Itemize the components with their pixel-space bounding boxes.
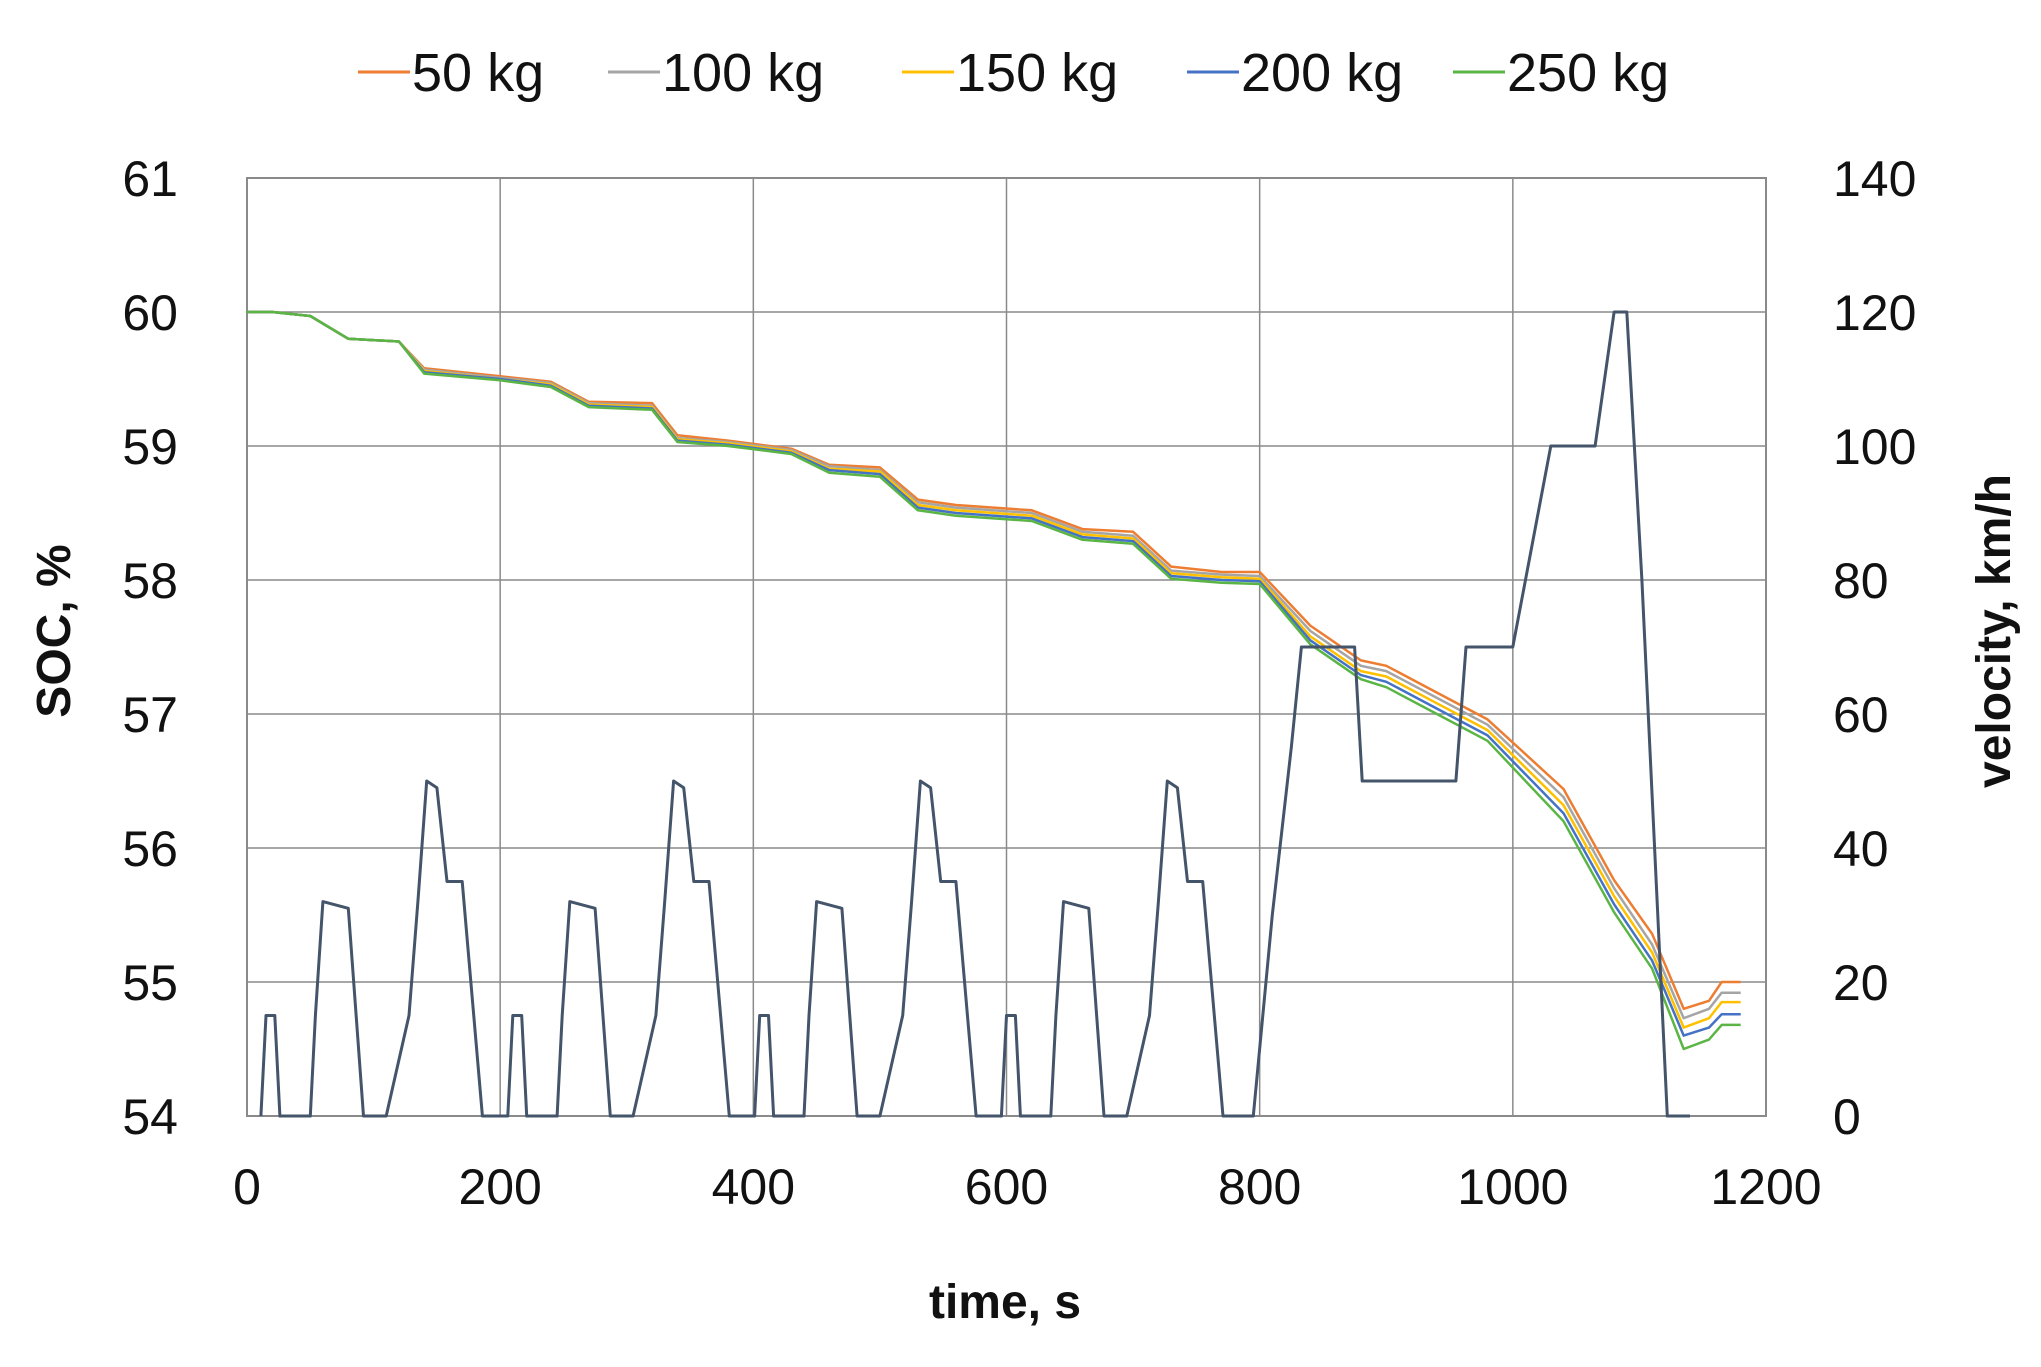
series-line-250-kg [247,310,1741,1051]
x-axis-ticks: 0 200 400 600 800 1000 1200 [233,1159,1822,1215]
y2-tick-label: 120 [1833,285,1916,341]
legend-label: 50 kg [412,43,544,103]
x-tick-label: 1000 [1457,1159,1568,1215]
y-tick-label: 60 [122,285,178,341]
y-tick-label: 59 [122,419,178,475]
y-tick-label: 54 [122,1089,178,1145]
y2-tick-label: 80 [1833,553,1889,609]
y-tick-label: 56 [122,821,178,877]
y2-tick-label: 40 [1833,821,1889,877]
y2-tick-label: 60 [1833,687,1889,743]
y-tick-label: 58 [122,553,178,609]
legend: 50 kg 100 kg 150 kg 200 kg 250 kg [358,43,1669,103]
legend-label: 250 kg [1507,43,1669,103]
series-line-50-kg [247,310,1741,1011]
y2-axis-ticks: 0 20 40 60 80 100 120 140 [1833,151,1916,1145]
x-tick-label: 800 [1218,1159,1301,1215]
y2-tick-label: 140 [1833,151,1916,207]
y-tick-label: 55 [122,955,178,1011]
y2-tick-label: 100 [1833,419,1916,475]
series-layer [247,310,1741,1118]
grid [247,178,1766,1116]
y-axis-title: SOC, % [28,544,81,717]
legend-label: 200 kg [1241,43,1403,103]
x-tick-label: 0 [233,1159,261,1215]
x-tick-label: 400 [712,1159,795,1215]
x-tick-label: 600 [965,1159,1048,1215]
y2-tick-label: 20 [1833,955,1889,1011]
series-line-100-kg [247,310,1741,1020]
x-tick-label: 1200 [1710,1159,1821,1215]
plot-frame [246,177,1767,1117]
series-line-velocity [259,310,1690,1118]
y2-tick-label: 0 [1833,1089,1861,1145]
y-axis-ticks: 54 55 56 57 58 59 60 61 [122,151,178,1145]
legend-label: 100 kg [662,43,824,103]
series-line-200-kg [247,310,1741,1037]
x-axis-title: time, s [929,1276,1081,1329]
x-tick-label: 200 [458,1159,541,1215]
y-tick-label: 57 [122,687,178,743]
legend-label: 150 kg [956,43,1118,103]
y-tick-label: 61 [122,151,178,207]
y2-axis-title: velocity, km/h [1968,474,2021,788]
